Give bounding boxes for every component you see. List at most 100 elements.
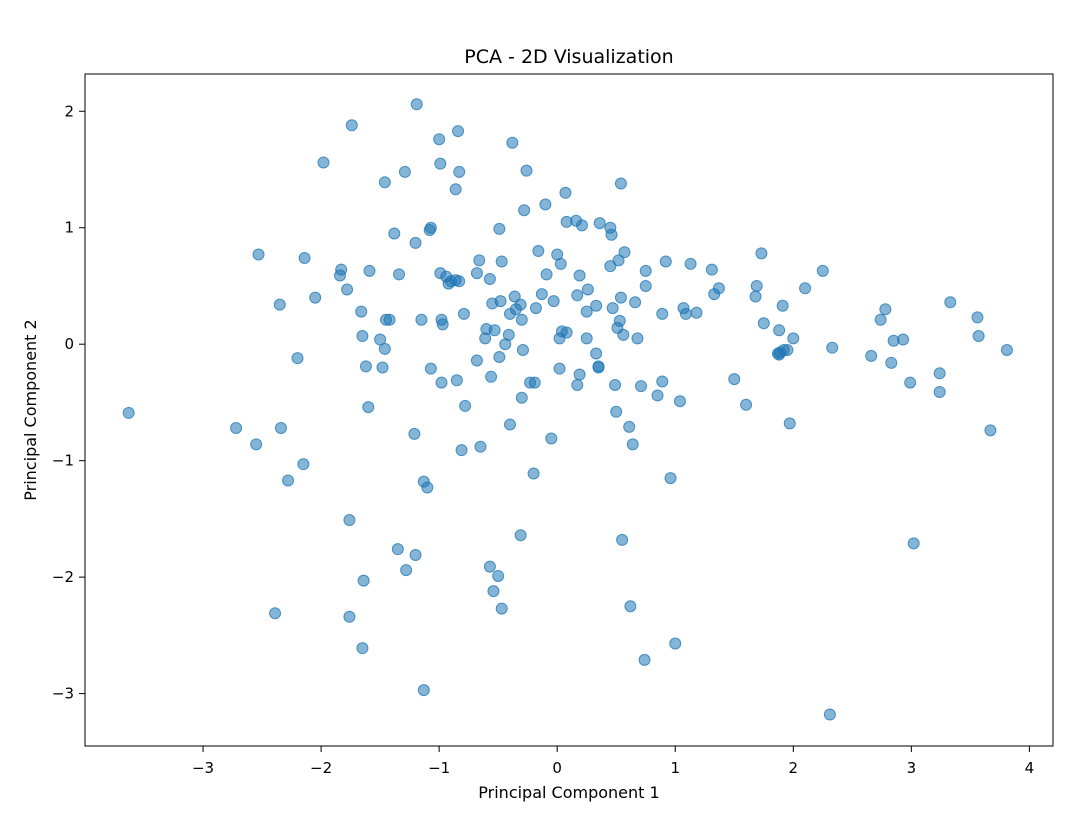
data-point xyxy=(656,375,669,388)
data-point xyxy=(269,607,282,620)
data-point xyxy=(705,263,718,276)
x-tick-label: 1 xyxy=(670,759,680,777)
data-point xyxy=(897,333,910,346)
data-point xyxy=(409,549,422,561)
x-tick-label: −3 xyxy=(192,759,214,777)
data-point xyxy=(529,302,542,315)
data-point xyxy=(609,378,622,391)
data-point xyxy=(592,360,605,373)
data-point xyxy=(398,165,411,178)
data-point xyxy=(631,332,644,345)
data-point xyxy=(560,326,573,339)
data-point xyxy=(250,438,263,451)
data-point xyxy=(590,347,603,360)
x-tick-label: −1 xyxy=(428,759,450,777)
data-point xyxy=(749,290,762,303)
data-point xyxy=(424,221,437,234)
data-point xyxy=(410,98,423,111)
data-point xyxy=(879,303,892,316)
y-tick-label: −2 xyxy=(52,568,74,586)
data-point xyxy=(417,684,430,697)
data-point xyxy=(506,136,519,149)
data-point xyxy=(514,298,527,311)
data-point xyxy=(470,354,483,367)
data-point xyxy=(933,385,946,398)
data-point xyxy=(638,653,651,666)
data-point xyxy=(528,376,541,389)
data-point xyxy=(679,307,692,320)
data-point xyxy=(659,255,672,268)
chart-title: PCA - 2D Visualization xyxy=(464,46,673,68)
data-point xyxy=(554,257,567,270)
data-point xyxy=(383,313,396,326)
data-point xyxy=(639,264,652,277)
data-point xyxy=(690,306,703,319)
data-point xyxy=(907,537,920,550)
data-point xyxy=(388,227,401,240)
plot-frame xyxy=(84,73,1054,747)
y-axis-ticks: −3 −2 −1 0 1 2 xyxy=(52,102,85,703)
data-point xyxy=(343,610,356,623)
data-point xyxy=(776,299,789,312)
data-point xyxy=(356,330,369,343)
data-point xyxy=(624,600,637,613)
data-point xyxy=(488,324,501,337)
data-point xyxy=(493,222,506,235)
data-point xyxy=(282,474,295,487)
data-point xyxy=(492,569,505,582)
data-point xyxy=(473,254,486,267)
data-point xyxy=(617,328,630,341)
data-point xyxy=(291,352,304,365)
data-point xyxy=(623,420,636,433)
data-point xyxy=(363,264,376,277)
data-point xyxy=(816,264,829,277)
data-point xyxy=(298,252,311,265)
data-point xyxy=(502,328,515,341)
data-point xyxy=(610,405,623,418)
data-point xyxy=(415,313,428,326)
data-point xyxy=(273,298,286,311)
data-point xyxy=(516,344,529,357)
data-point xyxy=(230,422,243,435)
y-tick-label: −3 xyxy=(52,685,74,703)
data-point xyxy=(453,165,466,178)
data-point xyxy=(527,467,540,480)
data-point xyxy=(532,245,545,258)
data-point xyxy=(309,291,322,304)
data-point xyxy=(485,370,498,383)
data-point xyxy=(514,529,527,542)
data-point xyxy=(755,247,768,260)
data-point xyxy=(493,351,506,364)
data-point xyxy=(571,378,584,391)
data-point xyxy=(933,367,946,380)
data-point xyxy=(457,307,470,320)
data-point xyxy=(424,362,437,375)
x-axis-label: Principal Component 1 xyxy=(478,783,659,802)
data-point xyxy=(728,373,741,386)
data-point xyxy=(606,302,619,315)
points-layer xyxy=(122,98,1013,721)
data-point xyxy=(783,417,796,430)
data-point xyxy=(459,399,472,412)
data-point xyxy=(518,204,531,217)
data-point xyxy=(343,514,356,527)
data-point xyxy=(605,228,618,241)
data-point xyxy=(613,314,626,327)
data-point xyxy=(664,472,677,485)
data-point xyxy=(421,481,434,494)
data-point xyxy=(781,344,794,357)
data-point xyxy=(474,440,487,453)
data-point xyxy=(787,332,800,345)
data-point xyxy=(740,398,753,411)
data-point xyxy=(450,374,463,387)
data-point xyxy=(581,283,594,296)
data-point xyxy=(540,268,553,281)
data-point xyxy=(374,333,387,346)
data-point xyxy=(580,332,593,345)
data-point xyxy=(433,133,446,146)
data-point xyxy=(571,289,584,302)
x-tick-label: 3 xyxy=(907,759,917,777)
data-point xyxy=(436,318,449,331)
data-point xyxy=(626,438,639,451)
data-point xyxy=(865,349,878,362)
